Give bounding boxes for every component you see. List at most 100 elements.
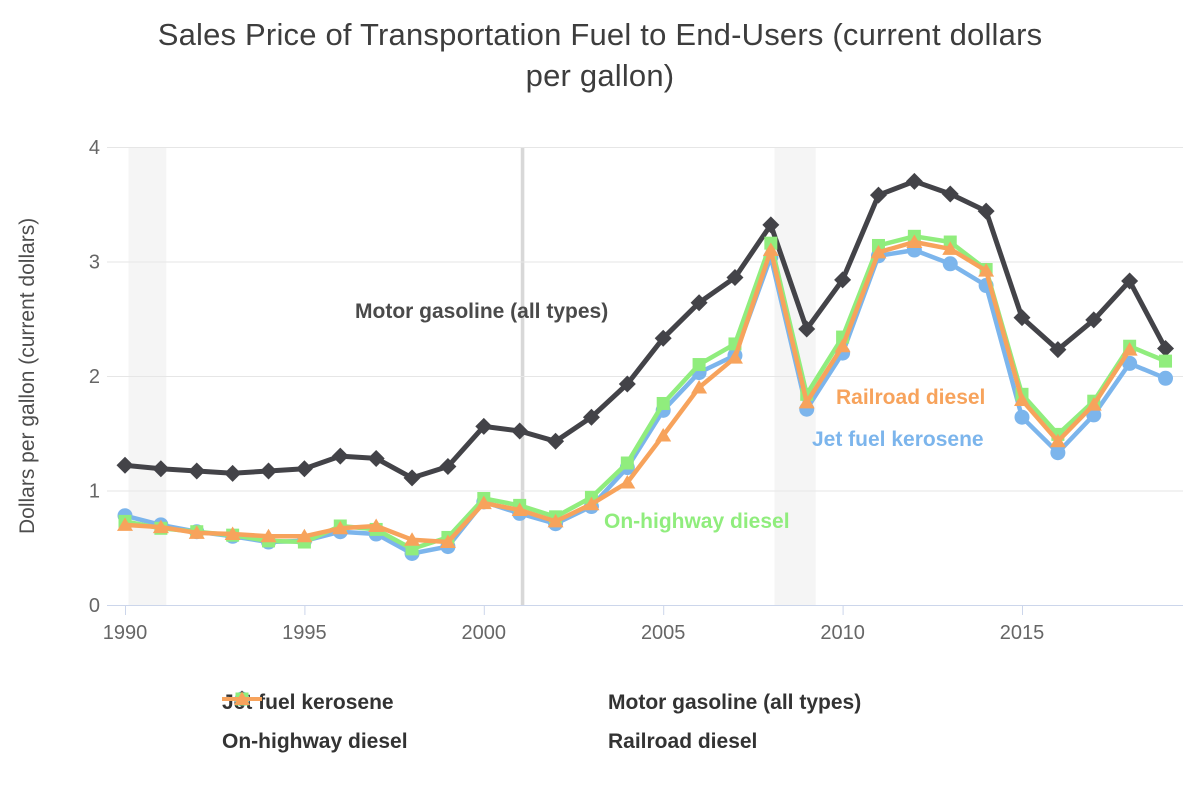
point-railroad-diesel-2002 xyxy=(547,513,564,528)
chart-title-text: Sales Price of Transportation Fuel to En… xyxy=(157,17,1043,93)
annotation-motor-gasoline-all-types: Motor gasoline (all types) xyxy=(355,300,609,323)
point-motor-gasoline-all-types-2012 xyxy=(905,172,923,190)
railroad-diesel-legend-marker-icon xyxy=(222,691,262,705)
point-motor-gasoline-all-types-2013 xyxy=(941,185,959,203)
point-motor-gasoline-all-types-1991 xyxy=(152,460,170,478)
annotation-railroad-diesel: Railroad diesel xyxy=(836,386,986,409)
point-jet-fuel-kerosene-2015 xyxy=(1014,409,1030,425)
y-tick-label: 3 xyxy=(89,252,100,274)
legend-item-motor-gasoline-all-types[interactable]: Motor gasoline (all types) xyxy=(222,688,862,718)
x-tick-label: 1990 xyxy=(103,622,148,644)
point-motor-gasoline-all-types-1998 xyxy=(403,469,421,487)
legend-item-jet-fuel-kerosene[interactable]: Jet fuel kerosene xyxy=(222,688,608,718)
point-railroad-diesel-1993 xyxy=(224,526,241,541)
point-motor-gasoline-all-types-2017 xyxy=(1085,311,1103,329)
point-railroad-diesel-2012 xyxy=(906,234,923,249)
point-motor-gasoline-all-types-2016 xyxy=(1049,341,1067,359)
point-motor-gasoline-all-types-2002 xyxy=(547,432,565,450)
y-tick-label: 0 xyxy=(89,595,100,617)
point-railroad-diesel-1998 xyxy=(404,532,421,546)
point-railroad-diesel-2001 xyxy=(511,502,528,516)
legend-item-label: Motor gasoline (all types) xyxy=(608,691,862,714)
legend-item-label: On-highway diesel xyxy=(222,730,408,753)
point-jet-fuel-kerosene-2019 xyxy=(1158,370,1174,386)
point-on-highway-diesel-2019 xyxy=(1159,354,1173,368)
point-railroad-diesel-2006 xyxy=(691,379,708,394)
point-on-highway-diesel-2004 xyxy=(620,456,634,470)
legend-marker-shape xyxy=(234,691,250,705)
legend: Jet fuel kerosene Motor gasoline (all typ… xyxy=(222,688,861,757)
point-railroad-diesel-2017 xyxy=(1085,397,1102,411)
y-tick-label: 4 xyxy=(89,137,100,159)
point-motor-gasoline-all-types-2014 xyxy=(977,202,995,220)
x-tick-label: 1995 xyxy=(282,622,327,644)
point-motor-gasoline-all-types-1999 xyxy=(439,457,457,475)
point-motor-gasoline-all-types-1992 xyxy=(188,462,206,480)
point-motor-gasoline-all-types-2004 xyxy=(618,375,636,393)
point-railroad-diesel-2010 xyxy=(834,338,851,353)
x-tick-label: 2015 xyxy=(1000,622,1045,644)
x-tick-label: 2010 xyxy=(820,622,865,644)
point-motor-gasoline-all-types-1995 xyxy=(295,460,313,478)
point-jet-fuel-kerosene-2018 xyxy=(1122,355,1138,371)
point-motor-gasoline-all-types-2006 xyxy=(690,294,708,312)
point-motor-gasoline-all-types-2018 xyxy=(1121,272,1139,290)
point-railroad-diesel-1997 xyxy=(368,518,385,532)
x-tick-label: 2000 xyxy=(462,622,507,644)
x-tick-label: 2005 xyxy=(641,622,686,644)
legend-item-on-highway-diesel[interactable]: On-highway diesel xyxy=(222,692,608,757)
point-railroad-diesel-2000 xyxy=(475,495,492,510)
point-motor-gasoline-all-types-1994 xyxy=(260,462,278,480)
y-tick-label: 1 xyxy=(89,481,100,503)
point-motor-gasoline-all-types-1993 xyxy=(224,464,242,482)
point-motor-gasoline-all-types-1990 xyxy=(116,456,134,474)
point-railroad-diesel-2016 xyxy=(1049,433,1066,448)
point-railroad-diesel-2011 xyxy=(870,244,887,259)
legend-item-label: Railroad diesel xyxy=(608,730,758,753)
point-on-highway-diesel-2006 xyxy=(692,358,706,372)
point-on-highway-diesel-2005 xyxy=(656,396,670,410)
point-motor-gasoline-all-types-2008 xyxy=(762,216,780,234)
point-railroad-diesel-2014 xyxy=(978,263,995,277)
point-railroad-diesel-1991 xyxy=(152,519,169,534)
point-motor-gasoline-all-types-2000 xyxy=(475,417,493,435)
point-motor-gasoline-all-types-2003 xyxy=(582,408,600,426)
point-motor-gasoline-all-types-1997 xyxy=(367,449,385,467)
point-railroad-diesel-2007 xyxy=(726,350,743,364)
point-railroad-diesel-1990 xyxy=(117,517,133,531)
point-railroad-diesel-1992 xyxy=(188,525,205,539)
point-railroad-diesel-2015 xyxy=(1014,392,1030,407)
point-railroad-diesel-2005 xyxy=(655,428,672,442)
point-jet-fuel-kerosene-2016 xyxy=(1050,445,1066,461)
series-jet-fuel-kerosene-line xyxy=(122,247,1168,556)
point-motor-gasoline-all-types-2011 xyxy=(869,186,887,204)
point-railroad-diesel-1995 xyxy=(296,528,313,543)
point-railroad-diesel-2009 xyxy=(798,394,815,409)
legend-item-railroad-diesel[interactable]: Railroad diesel xyxy=(222,691,861,757)
point-motor-gasoline-all-types-2015 xyxy=(1013,309,1031,327)
series-motor-gasoline-all-types xyxy=(116,172,1175,487)
point-railroad-diesel-2008 xyxy=(762,242,779,257)
annotation-jet-fuel-kerosene: Jet fuel kerosene xyxy=(812,428,984,451)
point-motor-gasoline-all-types-2019 xyxy=(1157,340,1175,358)
point-railroad-diesel-1999 xyxy=(439,534,456,549)
legend-item-label: Jet fuel kerosene xyxy=(222,691,394,714)
point-motor-gasoline-all-types-2009 xyxy=(798,320,816,338)
point-railroad-diesel-2004 xyxy=(619,474,636,489)
series-railroad-diesel xyxy=(117,234,1138,549)
point-railroad-diesel-1996 xyxy=(332,520,349,535)
y-tick-label: 2 xyxy=(89,366,100,388)
point-railroad-diesel-2003 xyxy=(583,496,600,511)
point-motor-gasoline-all-types-2010 xyxy=(834,271,852,289)
chart-title: Sales Price of Transportation Fuel to En… xyxy=(0,14,1200,96)
point-railroad-diesel-1994 xyxy=(260,528,277,543)
point-railroad-diesel-2013 xyxy=(942,241,959,255)
point-railroad-diesel-2018 xyxy=(1121,342,1138,356)
point-motor-gasoline-all-types-2007 xyxy=(726,269,744,287)
point-motor-gasoline-all-types-2005 xyxy=(654,329,672,347)
point-motor-gasoline-all-types-2001 xyxy=(511,422,529,440)
point-jet-fuel-kerosene-2013 xyxy=(942,256,958,272)
point-motor-gasoline-all-types-1996 xyxy=(331,447,349,465)
